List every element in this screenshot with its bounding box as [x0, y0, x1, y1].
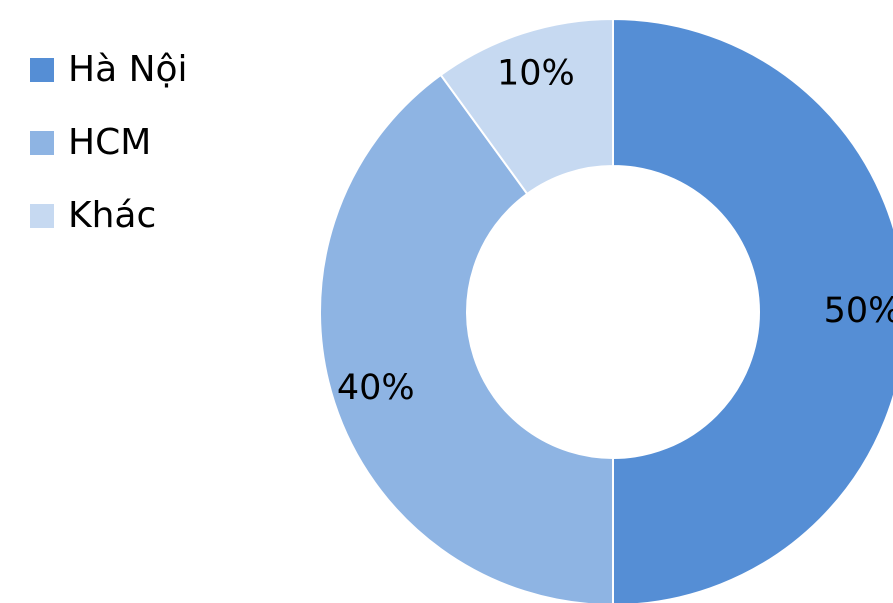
donut-slice-hcm: [319, 73, 614, 603]
legend-swatch-ha-noi: [30, 58, 54, 82]
legend-swatch-khac: [30, 204, 54, 228]
chart-legend: Hà Nội HCM Khác: [30, 44, 188, 263]
donut-slice-khac: [439, 17, 614, 196]
donut-slice-ha-noi: [612, 17, 893, 603]
legend-label-khac: Khác: [68, 195, 157, 236]
legend-item-khac: Khác: [30, 190, 188, 242]
legend-swatch-hcm: [30, 131, 54, 155]
data-label-ha-noi: 50%: [824, 291, 893, 331]
data-label-hcm: 40%: [337, 368, 415, 408]
legend-label-hcm: HCM: [68, 122, 152, 163]
data-label-khac: 10%: [497, 54, 575, 94]
legend-label-ha-noi: Hà Nội: [68, 49, 188, 90]
legend-item-ha-noi: Hà Nội: [30, 44, 188, 96]
legend-item-hcm: HCM: [30, 117, 188, 169]
